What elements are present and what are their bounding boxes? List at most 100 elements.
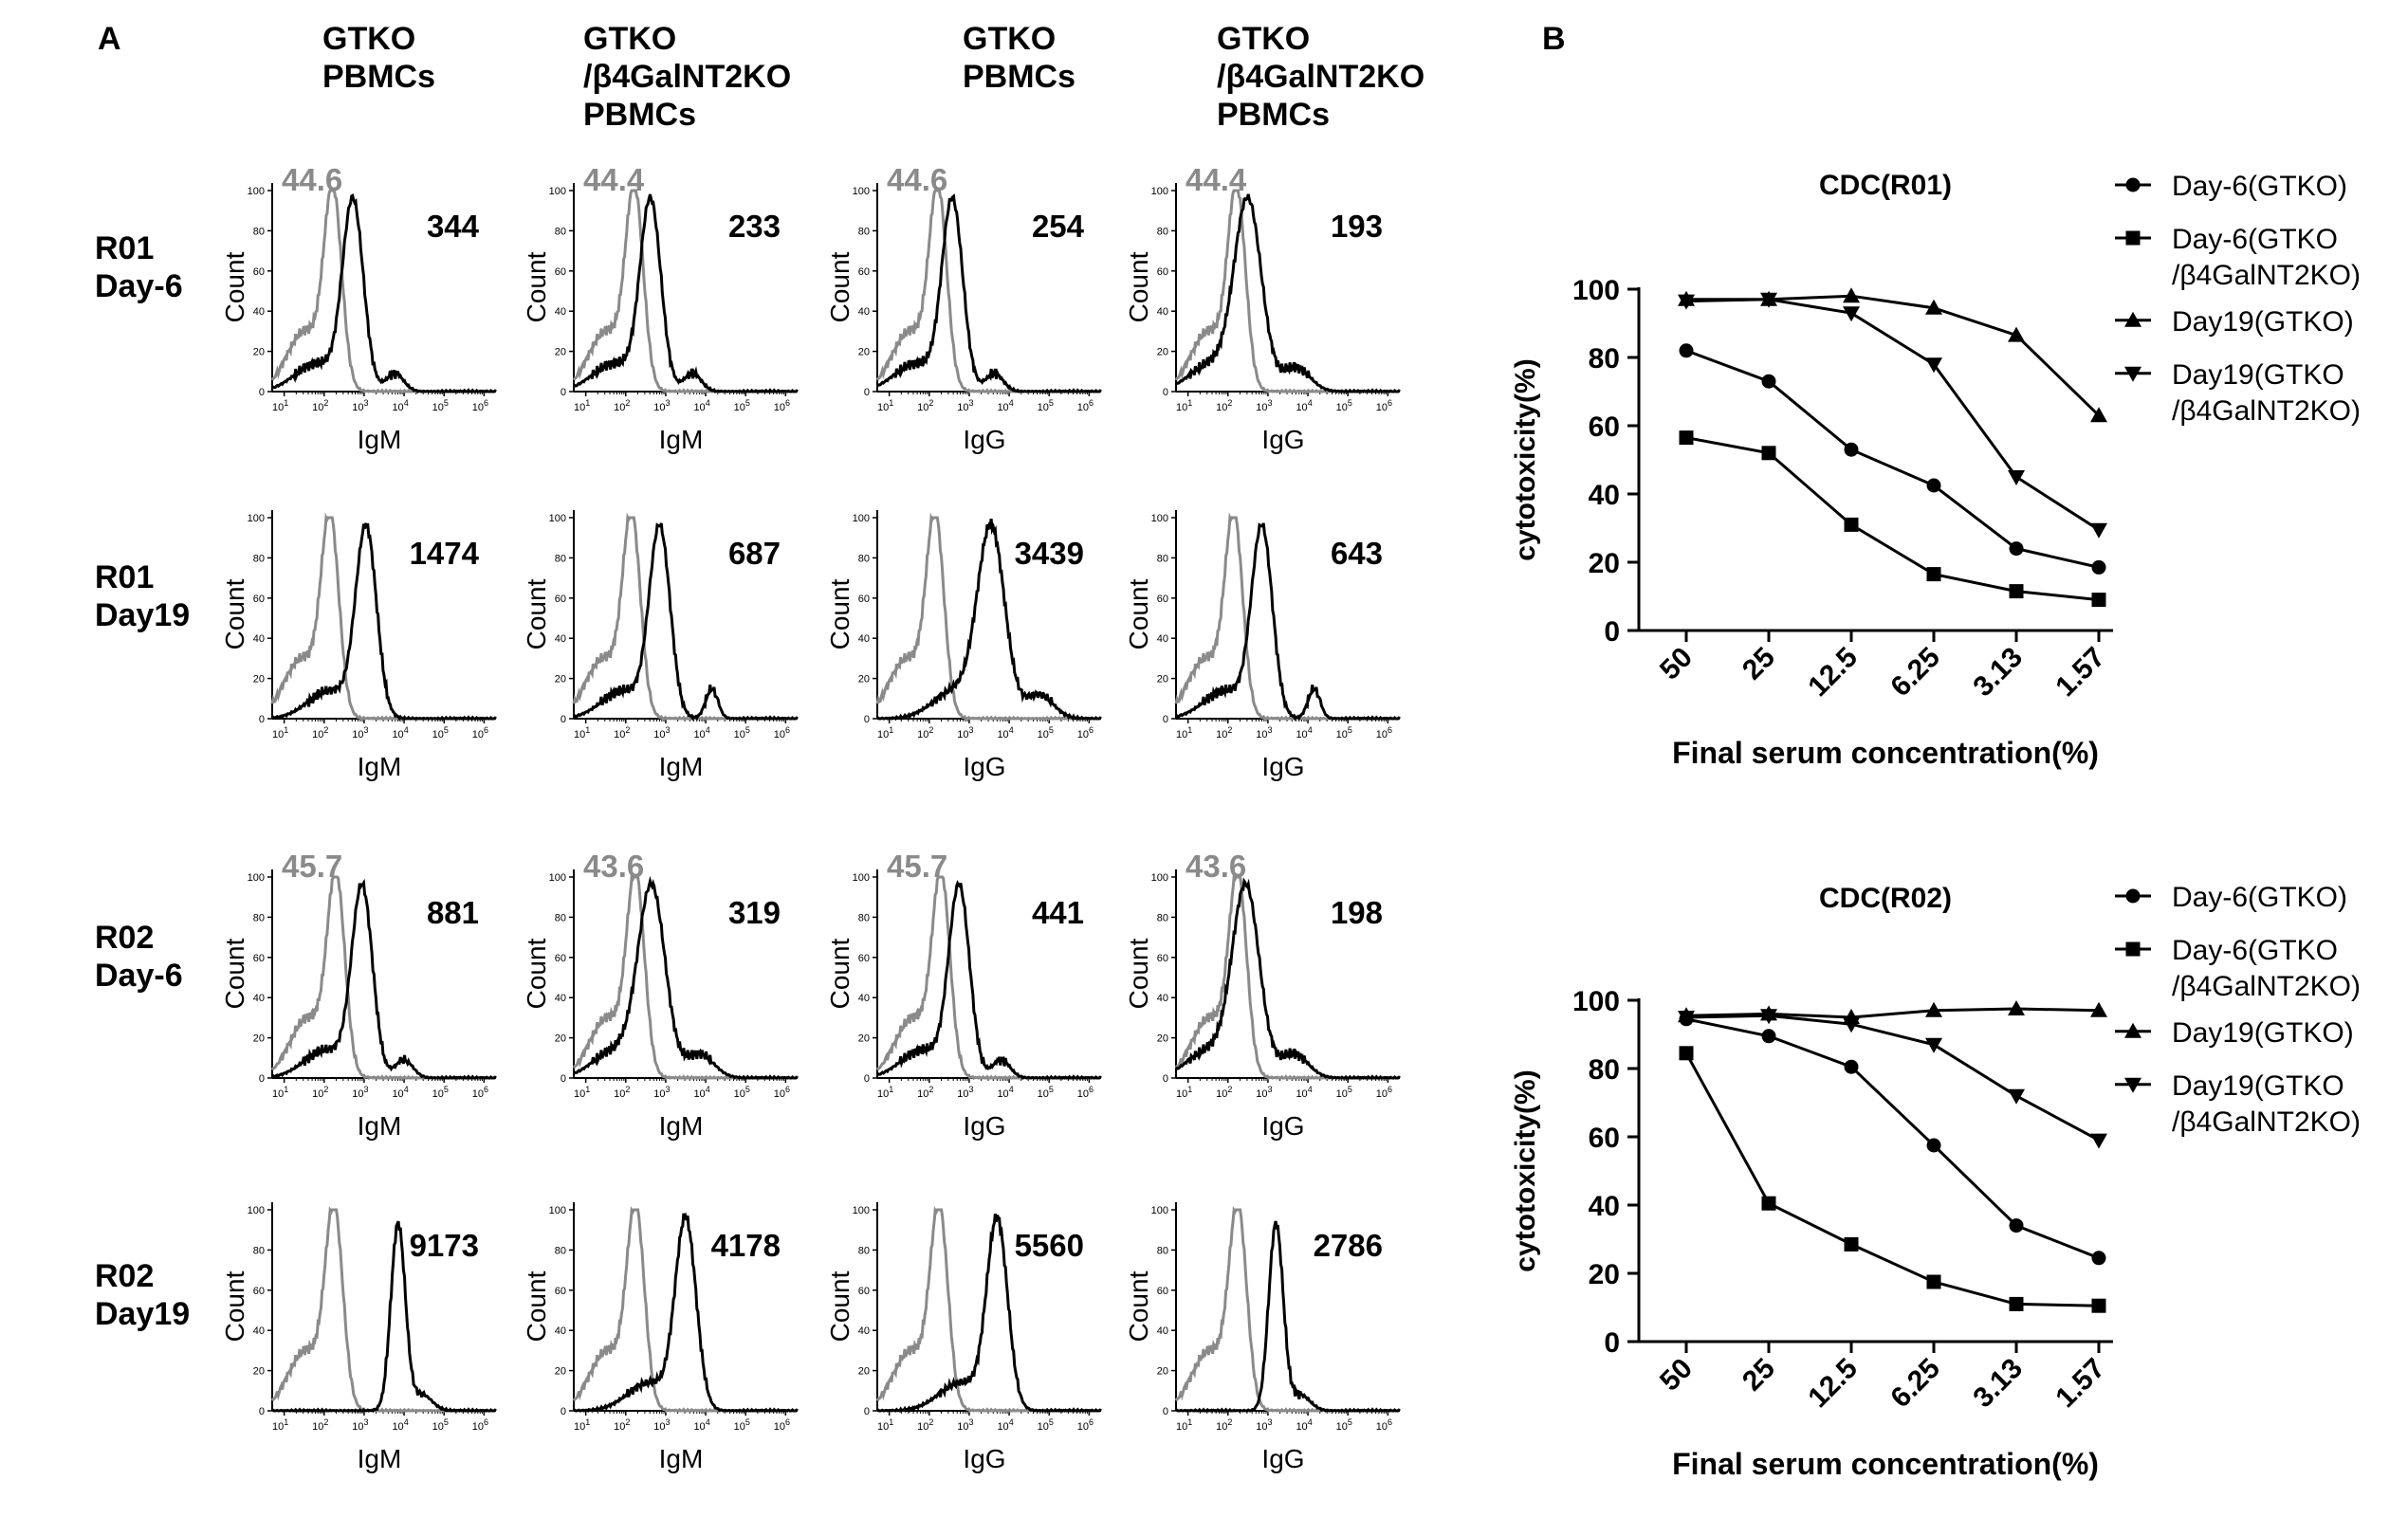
y-tick-label: 20	[858, 347, 870, 358]
y-tick-label: 100	[248, 513, 265, 524]
x-tick-label: 101	[1176, 725, 1192, 740]
y-tick-label: 0	[864, 714, 870, 725]
data-point	[1679, 1046, 1694, 1061]
x-tick-label: 104	[392, 725, 408, 740]
x-tick-label: 105	[1038, 398, 1054, 413]
x-tick-label: 106	[1077, 398, 1094, 413]
mfi-value: 1474	[410, 536, 480, 571]
series-line	[1679, 430, 2106, 608]
column-header-line: /β4GalNT2KO	[1217, 59, 1425, 95]
y-tick-label: 60	[253, 266, 265, 278]
x-axis-label: IgG	[963, 752, 1005, 781]
x-tick-label: 106	[472, 1417, 488, 1433]
y-tick-label: 40	[253, 1325, 265, 1337]
y-tick-label: 20	[253, 1366, 265, 1378]
legend-entry: Day19(GTKO/β4GalNT2KO)	[2115, 359, 2361, 427]
data-point	[1925, 357, 1942, 374]
y-tick-label: 80	[1157, 553, 1168, 564]
y-tick-label: 40	[253, 306, 265, 318]
y-tick-label: 100	[1572, 275, 1620, 306]
series-path	[1685, 1007, 2100, 1019]
sample-histogram	[876, 519, 1102, 722]
x-tick-label: 103	[352, 1085, 368, 1100]
y-tick-label: 0	[561, 1073, 566, 1085]
x-tick-label: 101	[877, 1417, 893, 1433]
y-tick-label: 60	[858, 266, 870, 278]
histogram-plot: 0 20 40 60 80 100 101 102 103 104 105 106 Count IgG 64…	[1124, 510, 1401, 781]
column-header-line: GTKO	[963, 21, 1056, 57]
sample-histogram	[1175, 1220, 1401, 1413]
legend-marker	[2124, 366, 2141, 382]
column-header-line: GTKO	[322, 21, 415, 57]
column-header-line: PBMCs	[963, 59, 1075, 95]
x-tick-label: 103	[653, 1417, 670, 1433]
y-axis-label: Count	[1124, 251, 1153, 322]
legend-marker	[2125, 230, 2141, 246]
y-tick-label: 60	[1157, 1286, 1168, 1297]
y-tick-label: 0	[259, 1073, 265, 1085]
y-tick-label: 80	[1157, 912, 1168, 923]
y-tick-label: 60	[253, 953, 265, 964]
x-tick-label: 106	[1077, 1417, 1094, 1433]
x-tick-label: 25	[1737, 642, 1781, 686]
data-point	[1844, 517, 1859, 532]
data-point	[2009, 1296, 2024, 1311]
sample-histogram	[876, 1214, 1102, 1414]
series-path	[1685, 1014, 2100, 1142]
x-tick-label: 106	[1376, 1085, 1392, 1100]
data-point	[2091, 559, 2106, 575]
legend-marker	[2124, 1077, 2141, 1093]
y-tick-label: 100	[248, 186, 265, 197]
y-axis-label: Count	[522, 251, 551, 322]
y-tick-label: 60	[555, 953, 566, 964]
mfi-value: 198	[1331, 895, 1383, 930]
histogram-plot: 0 20 40 60 80 100 101 102 103 104 105 106 Count IgM 88…	[220, 849, 497, 1141]
legend-label: /β4GalNT2KO)	[2172, 395, 2361, 427]
histogram-plot: 0 20 40 60 80 100 101 102 103 104 105 106 Count IgG 34…	[825, 510, 1102, 781]
y-tick-label: 60	[555, 594, 566, 605]
x-tick-label: 102	[614, 1417, 630, 1433]
data-point	[2090, 1001, 2107, 1017]
data-point	[2008, 470, 2025, 485]
y-tick-label: 60	[253, 594, 265, 605]
y-tick-label: 100	[1151, 513, 1168, 524]
histogram-plot: 0 20 40 60 80 100 101 102 103 104 105 106 Count IgG 55…	[825, 1202, 1102, 1473]
x-tick-label: 6.25	[1884, 642, 1946, 704]
y-tick-label: 0	[259, 387, 265, 398]
mfi-value: 9173	[410, 1228, 479, 1263]
cdc-chart: CDC(R02) 0 20 40 60 80 100 cytotoxicity(%) 50 25 1…	[1510, 882, 2361, 1481]
sample-histogram	[271, 522, 497, 722]
row-label-line: Day19	[95, 597, 190, 633]
x-tick-label: 106	[1077, 725, 1094, 740]
y-axis-label: Count	[1124, 938, 1153, 1009]
x-tick-label: 12.5	[1802, 642, 1864, 704]
panel-a-label: A	[98, 21, 121, 57]
x-tick-label: 105	[1336, 1417, 1352, 1433]
x-tick-label: 105	[1336, 725, 1352, 740]
y-axis-label: Count	[522, 1270, 551, 1342]
y-tick-label: 0	[561, 387, 566, 398]
legend-label: Day19(GTKO	[2172, 359, 2344, 391]
y-tick-label: 0	[1163, 714, 1168, 725]
y-tick-label: 100	[1572, 986, 1620, 1017]
data-point	[1761, 1029, 1776, 1044]
x-tick-label: 103	[653, 398, 670, 413]
x-tick-label: 106	[774, 725, 790, 740]
data-point	[2009, 541, 2024, 557]
y-axis-label: Count	[825, 938, 855, 1009]
x-axis-label: IgM	[659, 1111, 704, 1141]
series-line	[1678, 287, 2107, 423]
x-tick-label: 105	[432, 725, 449, 740]
y-tick-label: 60	[1157, 266, 1168, 278]
x-tick-label: 106	[1376, 1417, 1392, 1433]
x-tick-label: 103	[1256, 725, 1272, 740]
x-axis-label: IgG	[963, 425, 1005, 454]
control-value: 44.4	[583, 162, 645, 197]
control-value: 43.6	[583, 849, 644, 884]
y-tick-label: 0	[561, 1406, 566, 1417]
y-tick-label: 20	[555, 674, 566, 685]
sample-histogram	[875, 880, 1102, 1080]
histogram-plot: 0 20 40 60 80 100 101 102 103 104 105 106 Count IgM 34…	[220, 162, 497, 454]
x-tick-label: 1.57	[2050, 1353, 2111, 1415]
y-tick-label: 40	[858, 993, 870, 1004]
